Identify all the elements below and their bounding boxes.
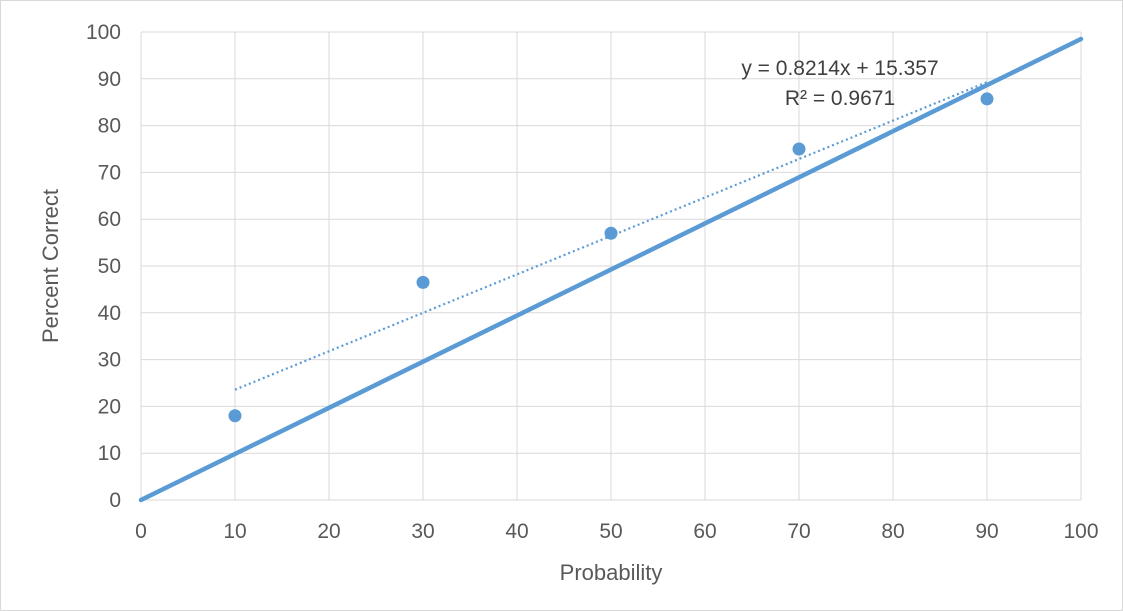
data-point	[416, 275, 430, 289]
x-tick-label: 70	[787, 520, 810, 543]
data-point	[228, 409, 242, 423]
y-tick-label: 20	[98, 395, 121, 418]
x-tick-label: 50	[599, 520, 622, 543]
y-tick-label: 30	[98, 349, 121, 372]
x-tick-label: 90	[975, 520, 998, 543]
x-tick-label: 40	[505, 520, 528, 543]
y-tick-labels: 0 10 20 30 40 50 60 70 80 90 100	[86, 21, 121, 512]
y-tick-label: 60	[98, 208, 121, 231]
data-point	[980, 92, 994, 106]
x-tick-label: 10	[223, 520, 246, 543]
data-point	[604, 226, 618, 240]
y-tick-label: 70	[98, 161, 121, 184]
gridlines	[140, 31, 1082, 501]
y-tick-label: 80	[98, 115, 121, 138]
x-axis-title: Probability	[560, 560, 663, 585]
y-axis-title: Percent Correct	[38, 189, 63, 343]
x-tick-label: 30	[411, 520, 434, 543]
x-tick-label: 80	[881, 520, 904, 543]
trendline-r-squared: R² = 0.9671	[785, 87, 895, 110]
y-tick-label: 0	[109, 489, 121, 512]
y-tick-label: 100	[86, 21, 121, 44]
data-point	[792, 142, 806, 156]
y-tick-label: 10	[98, 442, 121, 465]
reference-line	[138, 36, 1084, 503]
trendline-equation: y = 0.8214x + 15.357	[741, 57, 938, 80]
x-tick-labels: 0 10 20 30 40 50 60 70 80 90 100	[135, 520, 1098, 543]
x-tick-label: 0	[135, 520, 147, 543]
x-tick-label: 20	[317, 520, 340, 543]
y-tick-label: 90	[98, 68, 121, 91]
y-tick-label: 50	[98, 255, 121, 278]
series-layer	[138, 36, 1084, 503]
x-tick-label: 100	[1063, 520, 1098, 543]
x-tick-label: 60	[693, 520, 716, 543]
y-tick-label: 40	[98, 302, 121, 325]
